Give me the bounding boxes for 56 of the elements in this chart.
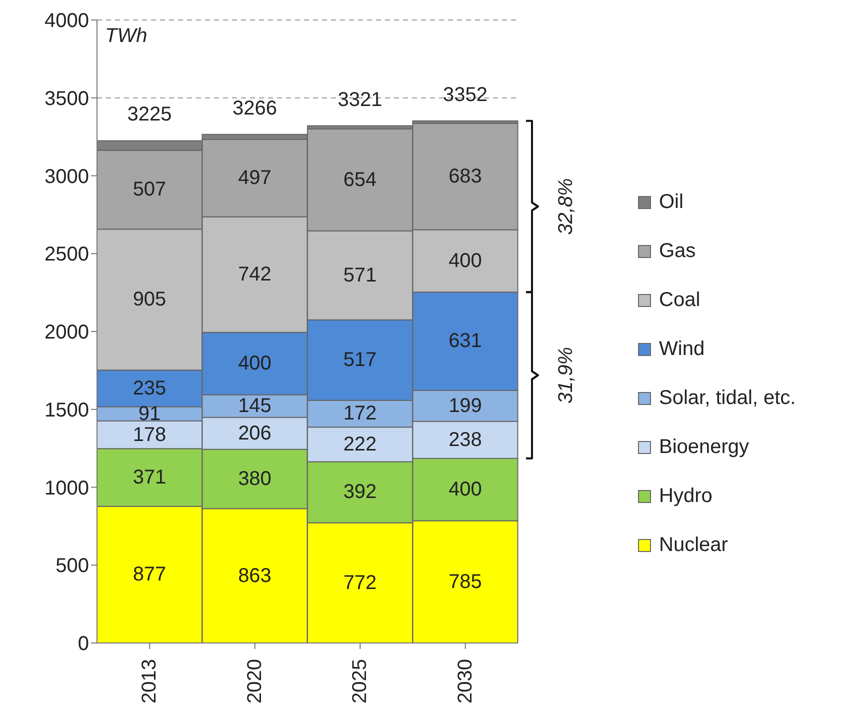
data-label: 400 bbox=[238, 352, 272, 375]
x-tick-label: 2020 bbox=[244, 659, 266, 704]
y-tick-label: 1500 bbox=[44, 399, 89, 422]
data-label: 178 bbox=[132, 424, 166, 446]
total-label: 3352 bbox=[443, 84, 488, 106]
y-tick-label: 500 bbox=[56, 555, 89, 578]
data-label: 400 bbox=[448, 250, 482, 272]
legend-label: Oil bbox=[659, 191, 684, 214]
data-label: 631 bbox=[448, 330, 482, 352]
data-label: 497 bbox=[238, 167, 272, 190]
text: 32,8% bbox=[555, 178, 577, 235]
text: 31,9% bbox=[555, 346, 577, 404]
y-tick-label: 2500 bbox=[44, 244, 89, 266]
legend-label: Gas bbox=[659, 240, 696, 263]
legend-label: Bioenergy bbox=[659, 436, 750, 459]
legend-label: Solar, tidal, etc. bbox=[659, 387, 796, 410]
total-label: 3321 bbox=[338, 88, 382, 111]
data-label: 571 bbox=[343, 264, 377, 286]
total-label: 3266 bbox=[232, 97, 277, 120]
annotation: TWh bbox=[105, 25, 148, 47]
y-tick-label: 0 bbox=[78, 633, 89, 656]
x-tick-label: 2025 bbox=[349, 659, 372, 704]
total-label: 3225 bbox=[127, 104, 172, 126]
data-label: 222 bbox=[343, 433, 377, 456]
data-label: 785 bbox=[448, 570, 482, 593]
data-label: 91 bbox=[138, 402, 161, 425]
legend-label: Nuclear bbox=[659, 534, 728, 557]
y-tick-label: 2000 bbox=[44, 322, 89, 344]
data-label: 863 bbox=[238, 564, 272, 587]
y-tick-label: 4000 bbox=[44, 10, 89, 32]
data-label: 905 bbox=[132, 288, 166, 311]
legend-label: Wind bbox=[659, 338, 705, 361]
data-label: 683 bbox=[448, 166, 482, 188]
data-label: 400 bbox=[448, 478, 482, 501]
data-label: 392 bbox=[343, 481, 377, 504]
data-label: 145 bbox=[238, 395, 272, 418]
y-tick-label: 3000 bbox=[44, 166, 89, 188]
data-label: 371 bbox=[132, 466, 166, 489]
x-tick-label: 2013 bbox=[138, 659, 161, 704]
data-label: 742 bbox=[238, 264, 272, 286]
data-label: 380 bbox=[238, 468, 272, 490]
data-label: 507 bbox=[132, 178, 166, 201]
data-label: 172 bbox=[343, 402, 377, 425]
legend-label: Hydro bbox=[659, 485, 712, 508]
data-label: 877 bbox=[132, 564, 166, 586]
y-tick-label: 1000 bbox=[44, 477, 89, 500]
x-tick-label: 2030 bbox=[454, 659, 476, 704]
data-label: 199 bbox=[448, 394, 482, 417]
data-label: 238 bbox=[448, 428, 482, 451]
legend-label: Coal bbox=[659, 289, 700, 312]
data-label: 235 bbox=[132, 377, 166, 400]
data-label: 206 bbox=[238, 422, 272, 444]
data-label: 772 bbox=[343, 572, 377, 594]
y-tick-label: 3500 bbox=[44, 88, 89, 110]
data-label: 654 bbox=[343, 168, 377, 191]
data-label: 517 bbox=[343, 349, 377, 372]
